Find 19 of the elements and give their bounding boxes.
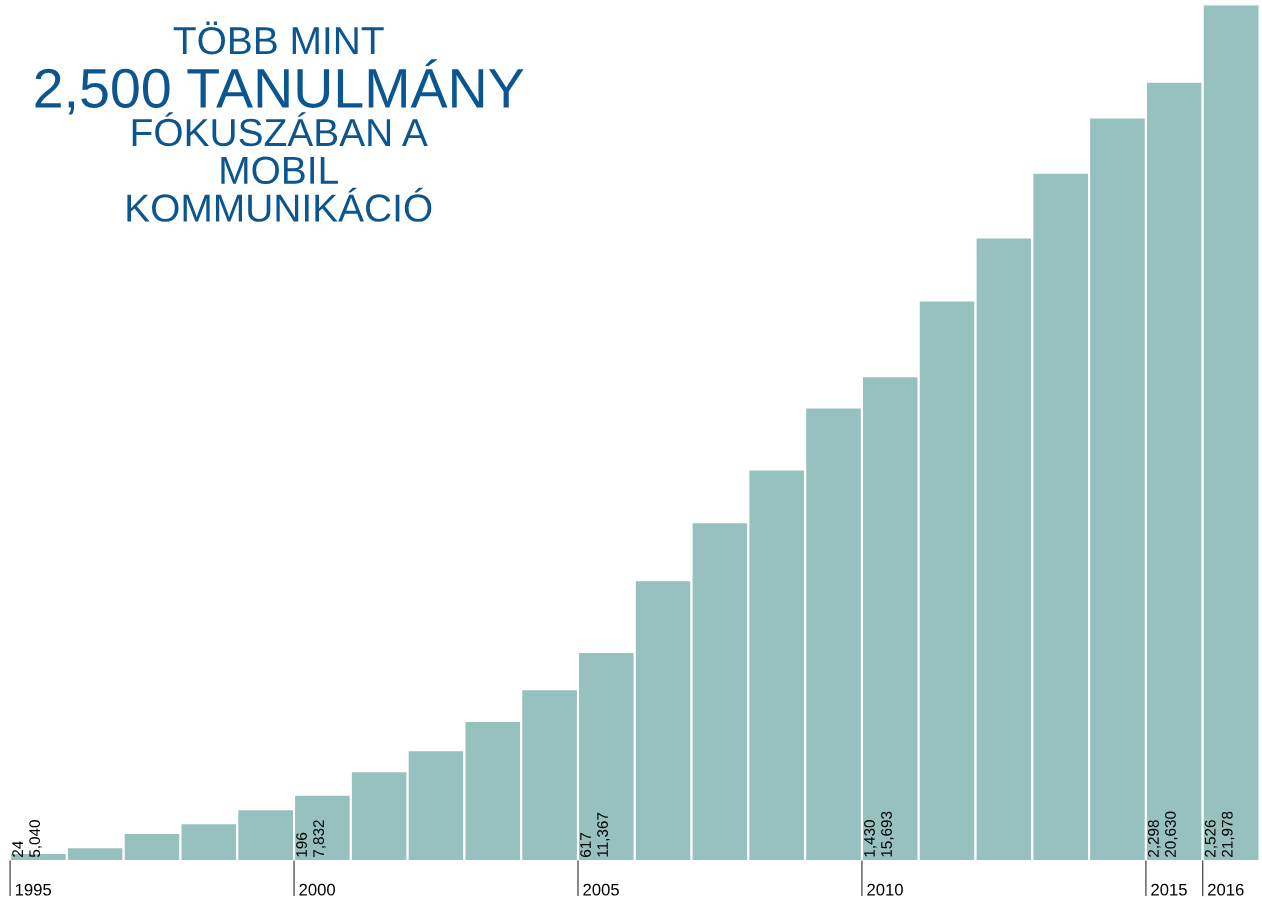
data-label: 24 xyxy=(12,841,23,857)
data-label: 617 xyxy=(580,832,591,857)
annotation: 21,978 xyxy=(1221,811,1235,857)
annotation: 7,832 xyxy=(313,820,326,857)
x-tick-label: 2015 xyxy=(1151,883,1187,896)
annotation: 20,630 xyxy=(1165,811,1178,857)
data-label: 1,430 xyxy=(864,820,877,857)
text: TÖBB MINT 2,500 TANULMÁNY FÓKUSZÁBAN A MOBIL KOMMUNIKÁCIÓ xyxy=(35,21,524,222)
data-label: 2,526 xyxy=(1204,820,1218,857)
x-tick-label: 2005 xyxy=(583,883,619,896)
x-tick-label: 2010 xyxy=(867,883,903,896)
annotation: 5,040 xyxy=(29,820,42,858)
x-tick-label: 2016 xyxy=(1208,883,1244,896)
data-label: 2,298 xyxy=(1148,820,1161,857)
x-tick-label: 2000 xyxy=(299,883,336,896)
x-tick-label: 1995 xyxy=(15,883,52,896)
data-label: 196 xyxy=(296,832,307,857)
annotation: 11,367 xyxy=(597,812,610,857)
annotation: 15,693 xyxy=(881,811,894,857)
